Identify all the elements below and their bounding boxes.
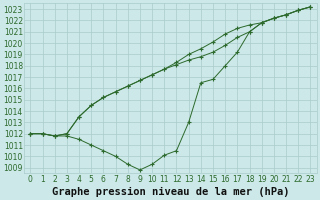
X-axis label: Graphe pression niveau de la mer (hPa): Graphe pression niveau de la mer (hPa): [52, 186, 289, 197]
